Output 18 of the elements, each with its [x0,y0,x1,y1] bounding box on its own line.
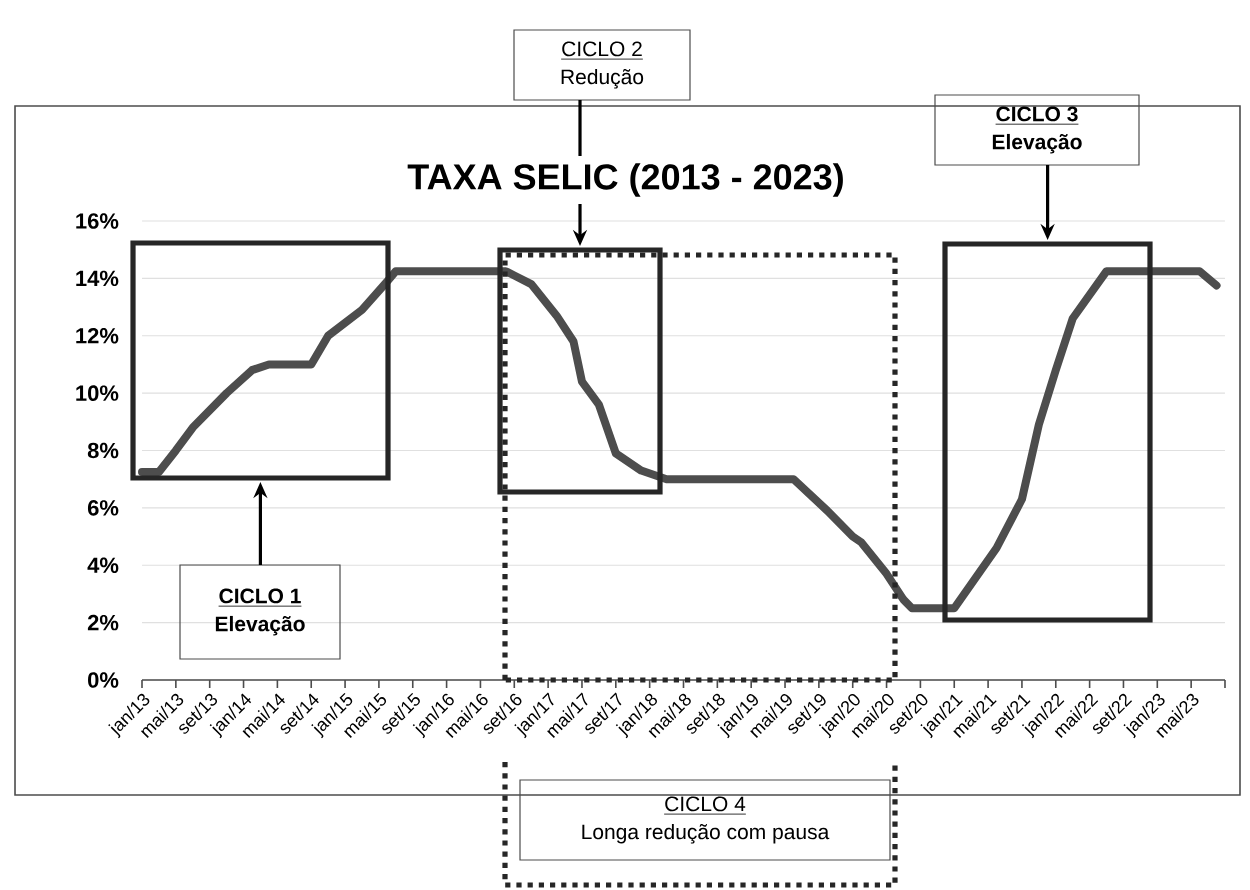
text: Longa redução com pausa [582,823,830,844]
y-tick-label: 10% [76,385,119,401]
y-tick-label: 16% [76,213,119,229]
text: CICLO 3 [996,106,1078,122]
y-tick-label: 8% [87,442,119,459]
text: Elevação [992,133,1082,154]
y-tick-label: 6% [87,500,119,516]
annotation: CICLO 1 [219,588,301,604]
chart-title: TAXA SELIC (2013 - 2023) [407,163,843,197]
text: CICLO 4 [665,796,746,812]
y-tick-label: 14% [76,270,119,287]
y-tick-label: 0% [88,672,119,688]
y-tick-label: 2% [87,614,119,631]
annotation: Elevação [215,615,305,636]
text: Redução [561,68,644,89]
text: CICLO 2 [562,41,642,57]
y-tick-label: 12% [76,328,119,344]
y-tick-label: 4% [87,557,119,573]
